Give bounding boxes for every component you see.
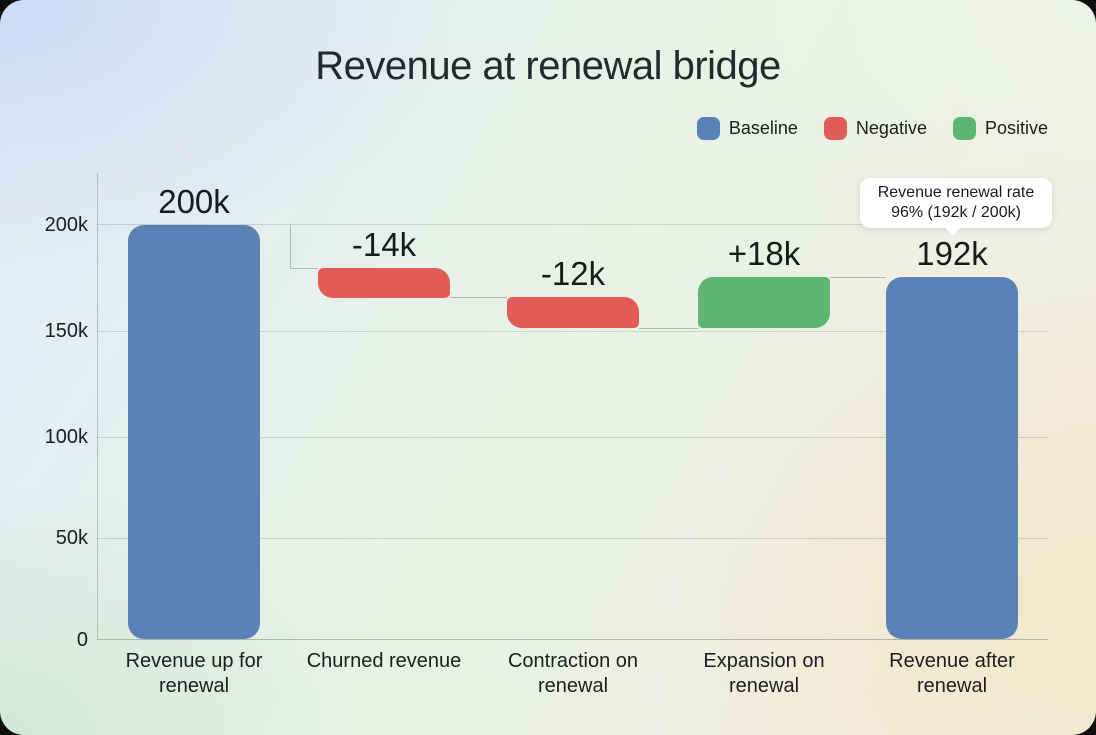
y-tick-100k: 100k <box>44 426 88 448</box>
y-tick-150k: 150k <box>44 320 88 342</box>
legend-label-negative: Negative <box>855 118 927 138</box>
waterfall-connector <box>290 268 318 269</box>
x-axis-category-label: Revenue after renewal <box>889 650 1015 697</box>
y-tick-200k: 200k <box>44 214 88 236</box>
bar-value-label: 200k <box>158 183 230 220</box>
waterfall-connector <box>450 297 507 298</box>
tooltip-value: 96% (192k / 200k) <box>891 204 1021 221</box>
gridline-100k <box>97 437 1048 438</box>
legend-swatch-positive-icon <box>952 117 976 140</box>
x-axis-category-label: Contraction on renewal <box>507 650 639 697</box>
bar-value-label: -14k <box>351 226 417 263</box>
legend-item-positive[interactable]: Positive <box>952 117 1048 140</box>
bar-churned-revenue[interactable] <box>318 268 450 298</box>
bar-value-label: -12k <box>540 255 606 292</box>
waterfall-connector <box>830 277 886 278</box>
bar-revenue-after-renewal[interactable] <box>886 277 1018 639</box>
tooltip-pointer-icon <box>944 226 962 236</box>
legend-swatch-negative-icon <box>823 117 847 140</box>
bar-revenue-up-for-renewal[interactable] <box>128 225 260 639</box>
x-axis-category-label: Revenue up for renewal <box>125 650 263 697</box>
y-axis-line <box>97 173 98 640</box>
legend-item-negative[interactable]: Negative <box>823 117 927 140</box>
bar-value-label: 192k <box>916 235 988 272</box>
legend-swatch-baseline-icon <box>696 117 720 140</box>
legend: Baseline Negative Positive <box>696 117 1048 140</box>
gridline-50k <box>97 538 1048 539</box>
y-tick-0: 0 <box>76 629 88 651</box>
bar-expansion-on-renewal[interactable] <box>698 277 830 328</box>
waterfall-connector <box>639 328 698 329</box>
tooltip-title: Revenue renewal rate <box>877 184 1035 201</box>
legend-label-positive: Positive <box>984 118 1048 138</box>
x-axis-category-label: Expansion on renewal <box>703 650 825 697</box>
x-axis-line <box>97 639 1048 640</box>
bar-value-label: +18k <box>727 235 801 272</box>
tooltip: Revenue renewal rate 96% (192k / 200k) <box>860 178 1052 228</box>
y-tick-50k: 50k <box>55 527 88 549</box>
legend-item-baseline[interactable]: Baseline <box>696 117 798 140</box>
gridline-150k <box>97 331 1048 332</box>
chart-title: Revenue at renewal bridge <box>315 44 781 88</box>
gridline-200k <box>97 224 1048 225</box>
x-axis-category-label: Churned revenue <box>306 650 462 672</box>
legend-label-baseline: Baseline <box>728 118 798 138</box>
waterfall-connector <box>290 225 291 268</box>
bar-contraction-on-renewal[interactable] <box>507 297 639 328</box>
